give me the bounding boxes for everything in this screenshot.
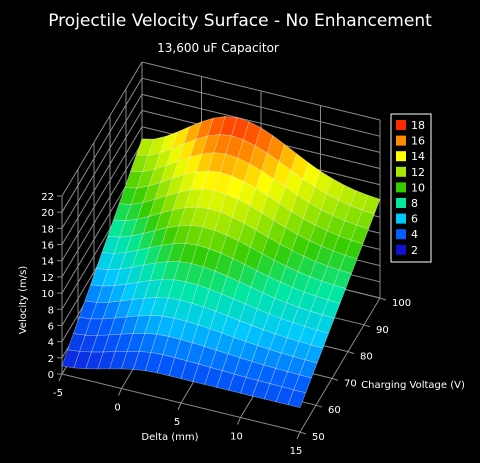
- z-tick-label: 6: [48, 321, 54, 332]
- surface-cell: [293, 374, 312, 394]
- legend-label: 14: [411, 150, 425, 163]
- z-tick-label: 10: [41, 289, 54, 300]
- x-tick-label: 5: [174, 417, 180, 428]
- z-tick-label: 12: [41, 273, 54, 284]
- grid-line: [61, 77, 143, 213]
- legend-swatch: [396, 229, 406, 240]
- y-tick-mark: [331, 377, 339, 381]
- x-tick-label: 10: [230, 432, 243, 443]
- z-tick-label: 20: [41, 208, 54, 219]
- y-tick-label: 70: [344, 378, 357, 389]
- legend-swatch: [396, 213, 406, 224]
- legend: 18 16 14 12 10 8 6 4 2: [390, 113, 432, 263]
- x-tick-mark: [177, 402, 182, 411]
- x-tick-label: -5: [53, 388, 63, 399]
- z-tick-label: 8: [48, 305, 54, 316]
- legend-label: 8: [411, 197, 418, 210]
- grid-line: [61, 94, 143, 229]
- z-tick-label: 4: [48, 338, 54, 349]
- surface-plot: [61, 116, 381, 409]
- surface-cell: [287, 389, 307, 409]
- x-tick-mark: [237, 417, 241, 425]
- x-tick-mark: [58, 373, 63, 382]
- x-axis-label: Delta (mm): [141, 432, 198, 443]
- y-tick-mark: [347, 351, 355, 355]
- y-tick-label: 80: [360, 352, 373, 363]
- y-tick-mark: [299, 431, 307, 435]
- x-tick-label: 0: [114, 403, 120, 414]
- surface-cell: [339, 254, 358, 275]
- chart-subtitle: 13,600 uF Capacitor: [157, 41, 279, 55]
- grid-line: [61, 110, 143, 245]
- chart-title: Projectile Velocity Surface - No Enhance…: [48, 11, 432, 31]
- grid-line: [61, 126, 143, 261]
- z-tick-label: 14: [41, 257, 54, 268]
- y-tick-label: 60: [328, 405, 341, 416]
- z-tick-label: 0: [48, 370, 54, 381]
- y-tick-label: 100: [392, 298, 411, 309]
- legend-label: 10: [411, 181, 425, 194]
- legend-swatch: [396, 166, 406, 177]
- x-tick-label: 15: [290, 446, 303, 457]
- y-axis-label: Charging Voltage (V): [361, 380, 465, 391]
- y-tick-label: 90: [376, 325, 389, 336]
- legend-swatch: [396, 135, 406, 146]
- surface-cell: [316, 314, 335, 334]
- x-tick-mark: [296, 431, 301, 440]
- y-tick-mark: [315, 404, 323, 408]
- legend-label: 4: [411, 228, 418, 241]
- legend-label: 12: [411, 166, 425, 179]
- legend-swatch: [396, 198, 406, 208]
- z-tick-label: 22: [41, 192, 54, 203]
- legend-swatch: [396, 151, 406, 162]
- z-tick-label: 18: [41, 224, 54, 235]
- grid-line: [61, 61, 143, 197]
- legend-swatch: [396, 120, 406, 130]
- x-tick-mark: [118, 388, 122, 396]
- z-tick-label: 16: [41, 241, 54, 252]
- legend-swatch: [396, 244, 406, 255]
- y-tick-mark: [379, 297, 387, 301]
- surface-cell: [304, 344, 324, 364]
- legend-label: 18: [411, 119, 425, 132]
- grid-line: [299, 297, 381, 433]
- y-tick-label: 50: [312, 432, 325, 443]
- z-tick-label: 2: [48, 354, 54, 365]
- y-tick-mark: [363, 324, 371, 328]
- z-axis-label: Velocity (m/s): [18, 266, 29, 335]
- legend-label: 2: [411, 244, 418, 257]
- legend-label: 6: [411, 213, 418, 226]
- grid-line: [61, 142, 143, 278]
- legend-swatch: [396, 182, 406, 193]
- axis-ticks: 0 2 4 6 8 10 12 14 16 18 20 22 -5 0 5 10 15 50 60 70 80 90 100: [41, 192, 411, 457]
- legend-label: 16: [411, 135, 425, 148]
